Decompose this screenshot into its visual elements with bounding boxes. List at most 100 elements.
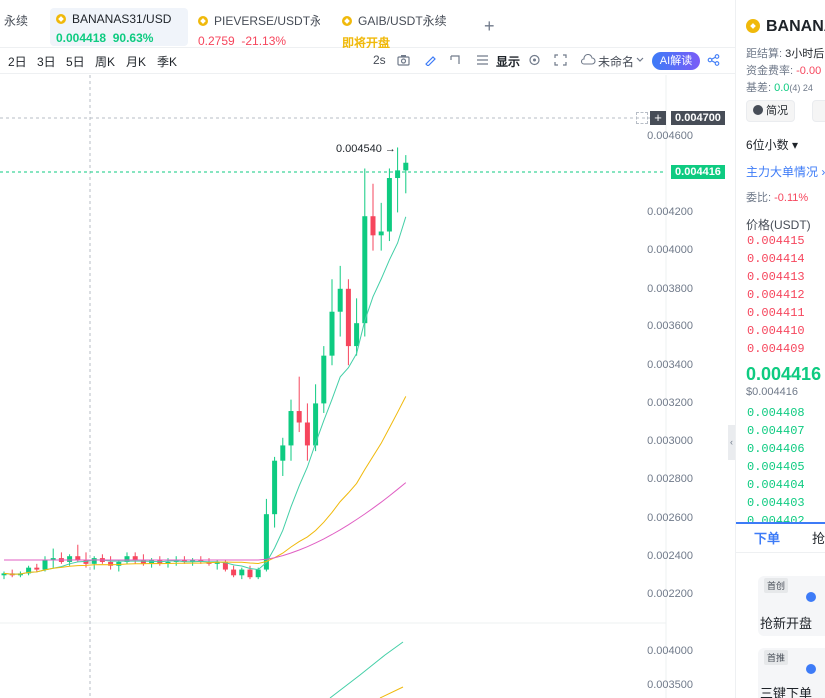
- timeframe-5d[interactable]: 5日: [66, 55, 85, 69]
- crop-icon[interactable]: [449, 54, 462, 66]
- draw-pen-icon[interactable]: [424, 54, 437, 67]
- display-button[interactable]: 显示: [496, 55, 521, 69]
- candle-body: [181, 560, 187, 562]
- y-tick: 0.003600: [647, 320, 693, 332]
- info-icon: [753, 105, 763, 115]
- candle-body: [247, 569, 253, 578]
- cloud-icon[interactable]: [580, 53, 596, 66]
- ask-row[interactable]: 0.004411: [747, 306, 805, 320]
- ai-interpret-button[interactable]: AI解读: [652, 52, 700, 70]
- candle-body: [140, 560, 146, 564]
- bid-row[interactable]: 0.004404: [747, 478, 805, 492]
- share-icon[interactable]: [707, 54, 720, 66]
- extra-button[interactable]: [812, 100, 825, 122]
- candle-body: [165, 561, 171, 564]
- candle-body: [34, 567, 40, 570]
- sub-indicator-line: [379, 686, 404, 698]
- timeframe-3d[interactable]: 3日: [37, 55, 56, 69]
- new-listing-card[interactable]: 首创: [758, 576, 825, 636]
- candle-body: [304, 422, 310, 446]
- y-tick: 0.002200: [647, 588, 693, 600]
- candle-body: [313, 403, 319, 446]
- y-tick: 0.004600: [647, 130, 693, 142]
- candle-body: [255, 569, 261, 578]
- tab-price: 0.004418: [56, 31, 107, 45]
- settle-label: 距结算:: [746, 48, 783, 60]
- candle-body: [67, 556, 73, 562]
- candle-body: [370, 216, 376, 236]
- current-price-tag: 0.004416: [671, 165, 725, 179]
- y-tick: 0.003200: [647, 397, 693, 409]
- gear-icon[interactable]: [528, 54, 541, 66]
- timeframe-month[interactable]: 月K: [126, 55, 147, 69]
- layout-name[interactable]: 未命名: [598, 55, 635, 69]
- camera-icon[interactable]: [397, 54, 410, 66]
- ask-row[interactable]: 0.004409: [747, 342, 805, 356]
- bid-row[interactable]: 0.004408: [747, 406, 805, 420]
- chart-toolbar: 2日 3日 5日 周K 月K 季K 2s 显示 未命名 AI解读: [0, 48, 735, 74]
- main-order-label: 主力大单情况: [746, 165, 819, 179]
- tab-symbol: PIEVERSE/USDT永续: [214, 14, 320, 28]
- candle-body: [42, 560, 48, 570]
- candle-body: [354, 323, 360, 347]
- y-tick: 0.002800: [647, 473, 693, 485]
- candlestick-chart[interactable]: 0.004600 0.004200 0.004000 0.003800 0.00…: [0, 75, 735, 698]
- decimals-label: 6位小数: [746, 138, 789, 152]
- bid-row[interactable]: 0.004406: [747, 442, 805, 456]
- y-tick: 0.004000: [647, 244, 693, 256]
- tab-place-order[interactable]: 下单: [754, 531, 781, 546]
- ask-row[interactable]: 0.004414: [747, 252, 805, 266]
- tab-price: 0.2759: [198, 34, 235, 48]
- timeframe-2d[interactable]: 2日: [8, 55, 27, 69]
- intro-button[interactable]: 简况: [746, 100, 795, 122]
- right-panel: BANANAS31 距结算: 3小时后 资金费率: -0.00 基差: 0.0(…: [735, 0, 825, 698]
- ask-row[interactable]: 0.004410: [747, 324, 805, 338]
- timeframe-quarter[interactable]: 季K: [157, 55, 178, 69]
- candle-body: [337, 288, 343, 312]
- y-tick: 0.002600: [647, 512, 693, 524]
- bananas31-tab[interactable]: BANANAS31/USD 0.004418 90.63%: [50, 8, 188, 46]
- add-tab-icon[interactable]: +: [484, 16, 495, 36]
- sub-y-tick: 0.004000: [647, 645, 693, 657]
- tab-divider: [736, 552, 825, 553]
- panel-collapse-handle[interactable]: ‹: [728, 425, 735, 460]
- last-price: 0.004416: [746, 364, 822, 384]
- decimals-selector[interactable]: 6位小数 ▾: [746, 138, 799, 152]
- chart-canvas[interactable]: [0, 75, 735, 698]
- bid-row[interactable]: 0.004407: [747, 424, 805, 438]
- line-handle-icon[interactable]: [636, 112, 648, 124]
- ratio-label: 委比:: [746, 192, 772, 204]
- card-text: 抢新开盘: [760, 616, 813, 631]
- interval-selector[interactable]: 2s: [373, 53, 386, 67]
- tab-change: 90.63%: [112, 31, 154, 45]
- basis-extra: (4) 24: [789, 83, 813, 93]
- intro-button-label: 简况: [766, 105, 788, 117]
- bid-row[interactable]: 0.004402: [747, 514, 805, 528]
- candle-body: [108, 561, 114, 566]
- ask-row[interactable]: 0.004413: [747, 270, 805, 284]
- prev-symbol-tab[interactable]: 永续: [0, 8, 46, 46]
- candle-body: [83, 560, 89, 564]
- candle-body: [1, 573, 7, 576]
- tab-symbol: GAIB/USDT永续: [358, 14, 447, 28]
- add-alert-icon[interactable]: +: [650, 111, 666, 125]
- gaib-tab[interactable]: GAIB/USDT永续 即将开盘: [336, 8, 466, 50]
- basis-value: 0.0: [774, 82, 790, 94]
- ask-row[interactable]: 0.004415: [747, 234, 805, 248]
- high-price-label: 0.004540 →: [336, 143, 396, 155]
- tab-second[interactable]: 抢: [812, 531, 825, 546]
- timeframe-week[interactable]: 周K: [95, 55, 116, 69]
- ask-row[interactable]: 0.004412: [747, 288, 805, 302]
- fullscreen-icon[interactable]: [554, 54, 567, 66]
- chevron-down-icon[interactable]: [635, 54, 648, 66]
- three-key-order-card[interactable]: 首推: [758, 648, 825, 698]
- bid-row[interactable]: 0.004403: [747, 496, 805, 510]
- bid-row[interactable]: 0.004405: [747, 460, 805, 474]
- menu-lines-icon[interactable]: [476, 54, 489, 66]
- candle-body: [386, 178, 392, 232]
- pieverse-tab[interactable]: PIEVERSE/USDT永续 0.2759 -21.13%: [192, 8, 326, 48]
- basis-label: 基差:: [746, 82, 772, 94]
- y-tick: 0.003800: [647, 283, 693, 295]
- tab-status: 即将开盘: [342, 36, 391, 50]
- main-order-link[interactable]: 主力大单情况 ›: [746, 165, 825, 179]
